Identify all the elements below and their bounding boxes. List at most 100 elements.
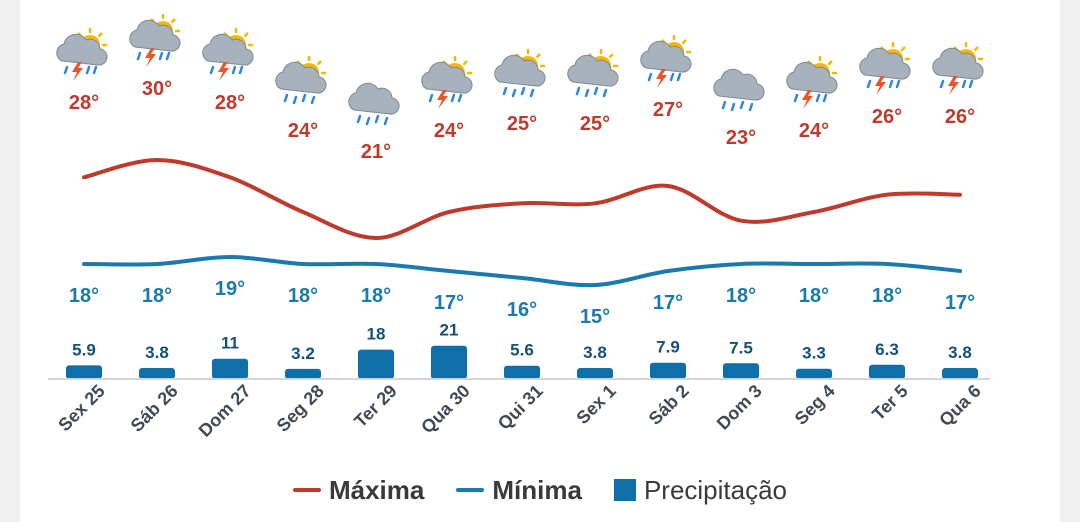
precip-bar[interactable] — [358, 349, 394, 379]
min-temp-label: 19° — [215, 278, 245, 300]
bolt-shape — [437, 90, 448, 109]
x-tick-label: Sex 1 — [572, 381, 619, 428]
min-temp-label: 18° — [69, 285, 99, 307]
max-temp-label: 23° — [726, 127, 756, 149]
cloud-shape — [202, 33, 254, 66]
precip-label: 3.2 — [291, 344, 315, 363]
rain-cloud-icon — [348, 82, 400, 126]
cloud-shape — [129, 19, 181, 52]
precip-bar[interactable] — [942, 368, 978, 379]
min-temp-label: 16° — [507, 299, 537, 321]
max-temp-label: 25° — [507, 113, 537, 135]
precip-bar[interactable] — [285, 368, 321, 379]
storm-sun-icon — [421, 55, 473, 109]
rain-drop — [739, 100, 745, 110]
min-temp-label: 18° — [872, 285, 902, 307]
rain-drop — [793, 93, 799, 103]
rain-drop — [356, 114, 362, 124]
rain-drop — [815, 93, 821, 103]
precip-label: 5.9 — [72, 340, 96, 359]
rain-drop — [85, 65, 91, 75]
rain-drop — [502, 86, 508, 96]
rain-drop — [457, 93, 463, 103]
min-temp-label: 18° — [142, 285, 172, 307]
cloud-shape — [713, 68, 765, 101]
min-temp-label: 18° — [726, 285, 756, 307]
weather-chart: 28° 30° 28° 24° 21° 24° 25° 25° 27° 23° 24° 26° 26° 1… — [48, 13, 990, 441]
precip-bar[interactable] — [431, 345, 467, 379]
legend-label-precipitacao: Precipitação — [643, 474, 788, 505]
precip-bar[interactable] — [139, 368, 175, 379]
precip-bar[interactable] — [66, 365, 102, 379]
rain-drop — [822, 93, 828, 103]
cloud-shape — [56, 33, 108, 66]
precip-label: 6.3 — [875, 340, 899, 359]
legend-item-precipitacao[interactable]: Precipitação — [613, 474, 788, 506]
storm-sun-icon — [56, 27, 108, 81]
legend-item-minima[interactable]: Mínima — [456, 475, 582, 506]
max-temp-label: 24° — [288, 120, 318, 142]
x-tick-label: Sex 25 — [54, 381, 108, 435]
precip-bar[interactable] — [577, 368, 613, 379]
max-temp-label: 27° — [653, 99, 683, 121]
precip-bar[interactable] — [796, 368, 832, 379]
sun-ray — [170, 18, 176, 24]
precip-label: 11 — [221, 334, 239, 353]
sun-ray — [535, 53, 541, 59]
min-temp-label: 18° — [361, 285, 391, 307]
bolt-shape — [802, 90, 813, 109]
rain-drop — [968, 79, 974, 89]
precip-label: 3.8 — [583, 343, 607, 362]
rain-drop — [428, 93, 434, 103]
precip-bar[interactable] — [723, 363, 759, 379]
rain-drop — [301, 93, 307, 103]
series-line-maxima — [82, 157, 962, 241]
sun-ray — [97, 32, 103, 38]
precip-label: 18 — [367, 325, 386, 344]
bolt-shape — [72, 62, 83, 81]
legend-item-maxima[interactable]: Máxima — [292, 474, 425, 506]
rain-drop — [165, 51, 171, 61]
precip-label: 3.8 — [948, 343, 972, 362]
max-temp-label: 26° — [945, 106, 975, 128]
rain-sun-icon — [567, 48, 619, 98]
storm-sun-icon — [640, 34, 692, 88]
precip-bar[interactable] — [504, 365, 540, 379]
max-temp-label: 24° — [799, 120, 829, 142]
x-tick-label: Sáb 26 — [127, 381, 182, 436]
x-tick-label: Dom 3 — [713, 381, 766, 434]
rain-drop — [238, 65, 244, 75]
precip-bar[interactable] — [212, 358, 248, 379]
bolt-shape — [875, 76, 886, 95]
max-temp-label: 28° — [215, 92, 245, 114]
rain-drop — [748, 102, 754, 112]
x-tick-label: Ter 5 — [868, 381, 912, 425]
max-temp-label: 21° — [361, 141, 391, 163]
bolt-shape — [145, 48, 156, 67]
series-line-minima — [82, 254, 962, 288]
precip-label: 7.9 — [656, 338, 680, 357]
bolt-shape — [656, 69, 667, 88]
precip-bar[interactable] — [650, 362, 686, 379]
rain-drop — [383, 116, 389, 126]
rain-drop — [529, 88, 535, 98]
max-temp-label: 30° — [142, 78, 172, 100]
cloud-shape — [932, 47, 984, 80]
rain-drop — [231, 65, 237, 75]
max-temp-label: 24° — [434, 120, 464, 142]
legend-label-maxima: Máxima — [328, 474, 425, 505]
rain-drop — [895, 79, 901, 89]
precip-bar[interactable] — [869, 364, 905, 379]
rain-drop — [374, 114, 380, 124]
x-tick-label: Seg 4 — [791, 381, 839, 429]
rain-drop — [63, 65, 69, 75]
storm-sun-icon — [129, 13, 181, 67]
cloud-shape — [275, 61, 327, 94]
cloud-shape — [348, 82, 400, 115]
x-tick-label: Ter 29 — [350, 381, 401, 432]
x-tick-label: Dom 27 — [195, 381, 255, 441]
min-temp-label: 15° — [580, 306, 610, 328]
storm-sun-icon — [786, 55, 838, 109]
precip-label: 21 — [440, 321, 459, 340]
precip-label: 5.6 — [510, 341, 534, 360]
